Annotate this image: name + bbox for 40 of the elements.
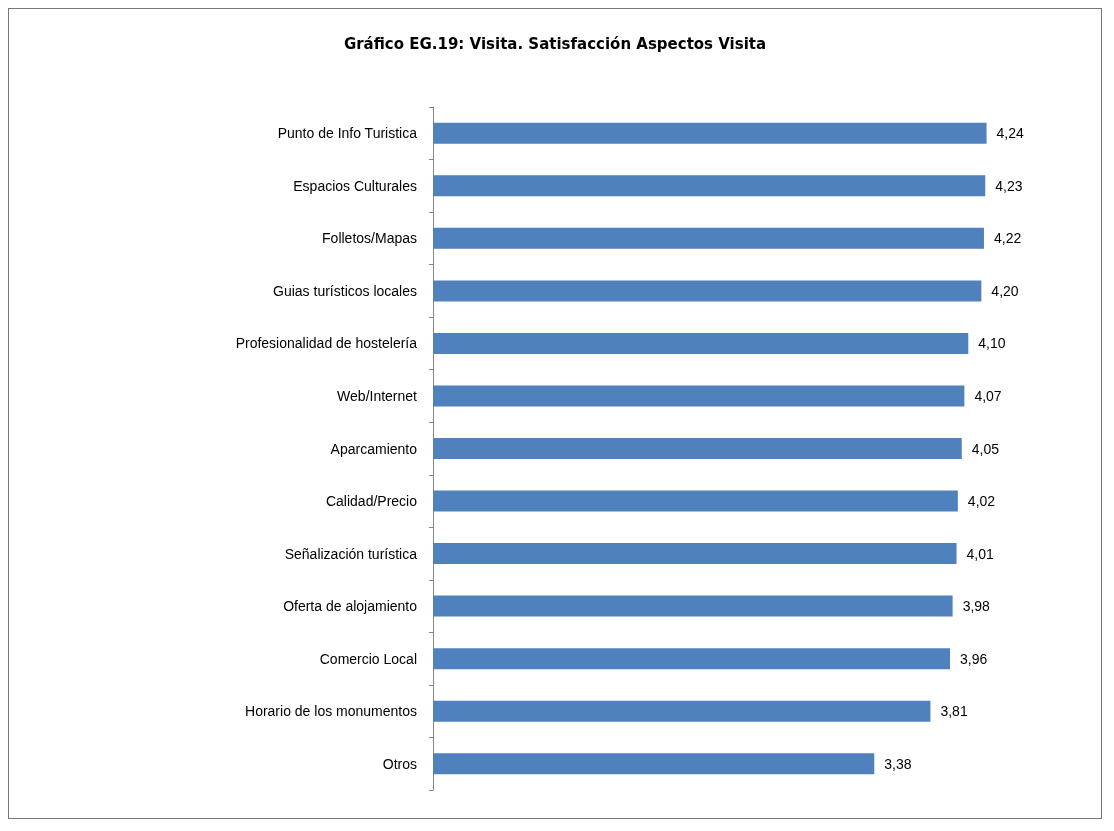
data-label: 4,07	[974, 387, 1002, 404]
chart-title: Gráfico EG.19: Visita. Satisfacción Aspectos Visita	[343, 34, 767, 53]
bar	[433, 648, 951, 670]
bar	[433, 227, 984, 249]
bar	[433, 543, 957, 565]
bar	[433, 595, 953, 617]
y-tick-label: Horario de los monumentos	[245, 703, 417, 720]
bar	[433, 385, 965, 407]
y-tick-label: Folletos/Mapas	[322, 230, 417, 247]
bar	[433, 437, 962, 460]
data-label: 4,10	[978, 335, 1006, 352]
data-label: 3,38	[884, 755, 912, 772]
y-tick-label: Aparcamiento	[330, 440, 418, 457]
bar	[433, 175, 986, 197]
data-label: 4,22	[993, 230, 1022, 247]
y-tick-label: Guias turísticos locales	[273, 282, 417, 299]
y-tick-label: Calidad/Precio	[325, 493, 418, 510]
bar	[433, 280, 982, 302]
y-tick-label: Oferta de alojamiento	[283, 598, 418, 615]
y-tick-label: Otros	[382, 755, 417, 772]
data-label: 3,96	[960, 650, 988, 667]
y-tick-label: Espacios Culturales	[293, 177, 417, 194]
data-label: 4,02	[967, 493, 996, 510]
bar	[433, 122, 987, 144]
bar	[433, 753, 875, 775]
y-tick-label: Punto de Info Turistica	[277, 125, 418, 142]
y-tick-label: Web/Internet	[337, 387, 418, 404]
bar	[433, 490, 958, 512]
y-tick-label: Señalización turística	[284, 545, 418, 562]
data-label: 4,23	[995, 177, 1023, 194]
bar	[433, 332, 969, 354]
data-label: 3,98	[962, 598, 991, 615]
y-tick-label: Profesionalidad de hostelería	[235, 335, 418, 352]
data-label: 4,05	[971, 440, 1000, 457]
data-label: 4,20	[991, 282, 1019, 299]
data-label: 4,24	[996, 125, 1025, 142]
data-label: 4,01	[966, 545, 994, 562]
data-label: 3,81	[940, 703, 968, 720]
bar	[433, 700, 931, 722]
y-tick-label: Comercio Local	[319, 650, 417, 667]
